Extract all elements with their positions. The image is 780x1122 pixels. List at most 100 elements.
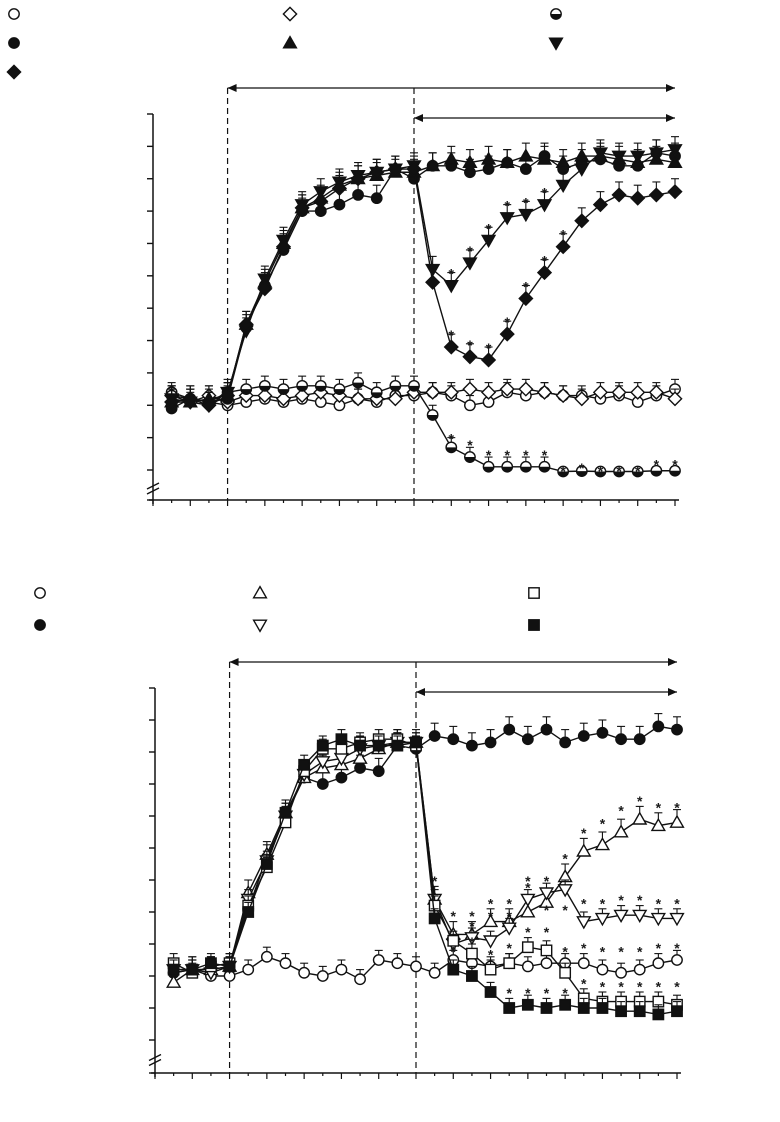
data-point — [391, 957, 404, 970]
arrow-head-right — [668, 688, 677, 696]
data-point — [313, 193, 329, 209]
data-point — [630, 190, 646, 206]
legend-marker — [8, 37, 20, 49]
data-point — [518, 381, 534, 397]
significance-star: * — [656, 940, 662, 956]
arrow-head-left — [414, 114, 423, 122]
data-point — [592, 147, 609, 161]
data-point — [650, 912, 666, 927]
data-point-fill — [557, 471, 569, 477]
significance-star: * — [674, 979, 680, 995]
data-point — [499, 212, 515, 226]
data-point-fill — [613, 471, 625, 477]
data-point — [428, 912, 441, 925]
data-point — [350, 171, 366, 187]
arrow-head-left — [227, 84, 237, 92]
data-point — [447, 733, 460, 746]
data-point-fill — [390, 385, 401, 392]
data-point — [369, 164, 385, 180]
significance-star: * — [674, 940, 680, 956]
data-point — [480, 234, 497, 249]
significance-star: * — [523, 447, 529, 463]
data-point — [238, 316, 254, 332]
legend-item — [282, 35, 298, 49]
data-point-fill — [241, 389, 252, 395]
significance-star: * — [672, 457, 678, 473]
significance-star: * — [674, 895, 680, 911]
legend-marker — [6, 64, 22, 80]
data-point — [592, 384, 609, 400]
data-point — [538, 894, 555, 908]
series-line — [171, 155, 676, 403]
data-point — [555, 154, 571, 169]
significance-star: * — [600, 815, 606, 831]
axes — [148, 687, 681, 1079]
data-point — [633, 963, 646, 976]
treatment-period-arrow — [414, 114, 675, 122]
legend-marker — [252, 619, 268, 633]
data-point — [520, 893, 536, 908]
data-point — [391, 739, 404, 752]
data-point — [484, 736, 497, 749]
series-square-filled — [167, 729, 683, 1021]
significance-star: * — [581, 895, 587, 911]
arrow-head-left — [229, 658, 239, 666]
data-point — [279, 957, 292, 970]
data-point — [484, 986, 497, 998]
axis-break-mark — [146, 482, 160, 490]
data-point — [574, 163, 590, 177]
data-point-fill — [483, 466, 494, 472]
legend-item — [6, 64, 22, 80]
significance-star: * — [467, 437, 473, 453]
significance-star: * — [488, 908, 494, 924]
significance-star: * — [467, 243, 473, 259]
data-point — [596, 1002, 609, 1014]
axis-break-mark — [148, 1058, 162, 1067]
data-point — [540, 957, 553, 970]
data-point — [166, 974, 182, 988]
data-point — [466, 970, 478, 982]
significance-star: * — [449, 431, 455, 447]
significance-star: * — [504, 198, 510, 214]
arrow-head-right — [666, 84, 675, 92]
significance-star: * — [542, 253, 548, 269]
data-point-fill — [464, 457, 476, 463]
legend-item — [550, 8, 562, 20]
significance-star: * — [451, 908, 457, 924]
significance-star: * — [506, 895, 512, 911]
significance-star: * — [560, 227, 566, 243]
significance-star: * — [656, 895, 662, 911]
data-point — [538, 887, 555, 901]
significance-star: * — [635, 463, 641, 479]
legend-marker-fill — [550, 14, 562, 20]
data-point — [577, 1002, 590, 1014]
legend-item — [548, 37, 564, 51]
data-point-fill — [651, 470, 662, 476]
data-point — [335, 771, 348, 784]
significance-star: * — [544, 924, 550, 940]
data-point — [630, 384, 646, 400]
data-point — [482, 935, 499, 949]
series-line — [171, 168, 676, 407]
data-point — [484, 963, 497, 976]
data-point — [316, 739, 329, 752]
significance-star: * — [486, 340, 492, 356]
data-point — [536, 264, 553, 281]
data-point — [410, 736, 422, 749]
data-point — [406, 384, 422, 400]
data-point — [632, 909, 648, 924]
data-point — [633, 1005, 646, 1018]
legend-item — [282, 6, 298, 22]
data-point — [333, 198, 346, 211]
significance-star: * — [637, 892, 643, 908]
data-point — [540, 1002, 553, 1014]
significance-star: * — [618, 803, 624, 819]
significance-star: * — [654, 457, 660, 473]
data-point — [540, 723, 553, 736]
data-point — [669, 814, 685, 828]
data-point-fill — [520, 466, 532, 472]
series-line — [171, 381, 675, 473]
data-point — [594, 912, 611, 927]
significance-star: * — [637, 943, 643, 959]
